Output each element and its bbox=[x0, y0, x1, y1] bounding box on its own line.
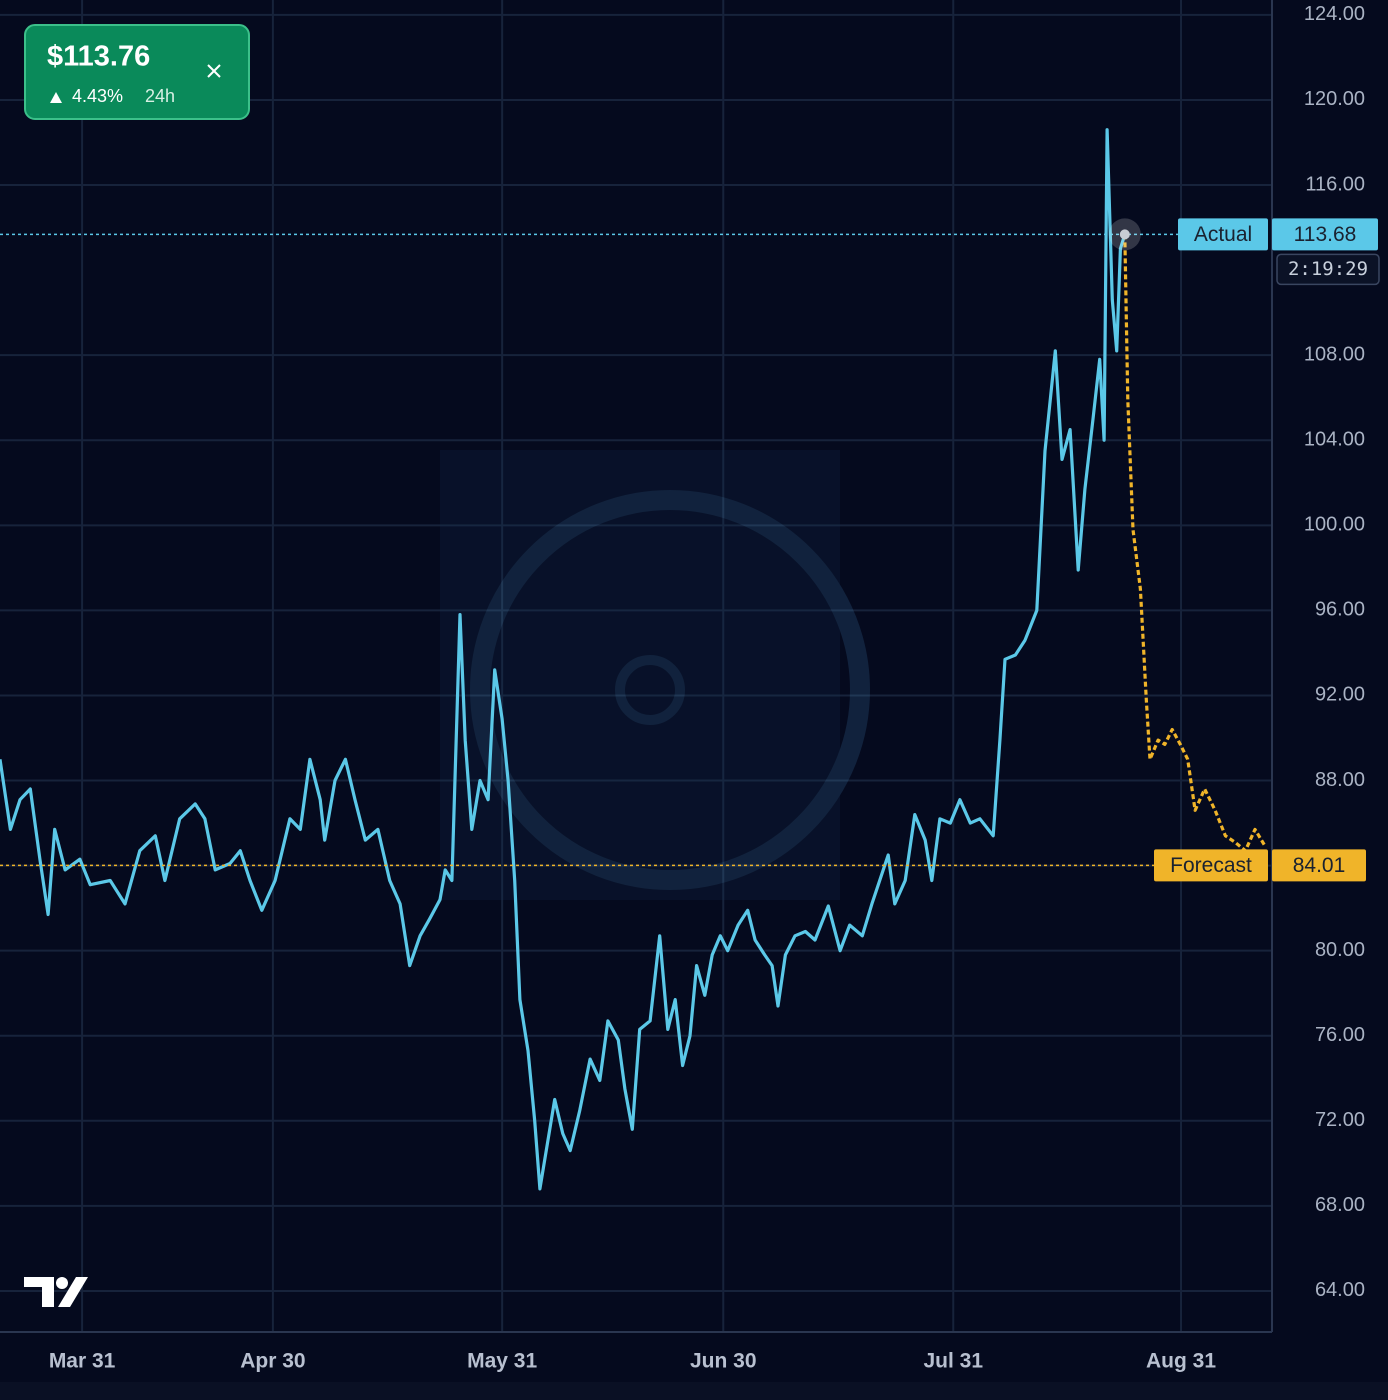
x-tick-label: Aug 31 bbox=[1146, 1350, 1216, 1373]
y-tick-label: 120.00 bbox=[1304, 88, 1365, 110]
tradingview-logo bbox=[24, 1277, 88, 1307]
y-tick-label: 100.00 bbox=[1304, 514, 1365, 536]
y-tick-label: 104.00 bbox=[1304, 429, 1365, 451]
change: 4.43% bbox=[72, 86, 123, 106]
y-tick-label: 76.00 bbox=[1315, 1024, 1365, 1046]
up-arrow bbox=[50, 92, 62, 103]
y-tick-label: 108.00 bbox=[1304, 343, 1365, 365]
marker-name: Actual bbox=[1194, 223, 1252, 246]
bottom-bar bbox=[0, 1382, 1388, 1400]
countdown: 2:19:29 bbox=[1288, 258, 1368, 280]
y-tick-label: 64.00 bbox=[1315, 1279, 1365, 1301]
y-tick-label: 116.00 bbox=[1305, 173, 1365, 195]
watermark bbox=[440, 450, 870, 900]
y-tick-label: 80.00 bbox=[1315, 939, 1365, 961]
marker-value-bg bbox=[1272, 849, 1366, 882]
y-tick-label: 92.00 bbox=[1315, 684, 1365, 706]
marker-value: 113.68 bbox=[1294, 223, 1357, 246]
marker-value-bg bbox=[1272, 218, 1378, 251]
plot bbox=[0, 128, 1267, 1191]
close-button[interactable] bbox=[207, 64, 221, 78]
x-tick-label: Mar 31 bbox=[49, 1350, 116, 1373]
y-tick-label: 68.00 bbox=[1315, 1194, 1365, 1216]
y-tick-label: 88.00 bbox=[1315, 769, 1365, 791]
x-tick-label: Jun 30 bbox=[690, 1350, 757, 1373]
last-point bbox=[1119, 229, 1130, 240]
badge-bg bbox=[24, 24, 250, 120]
marker-name-bg bbox=[1154, 849, 1268, 882]
x-tick-label: Jul 31 bbox=[923, 1350, 983, 1373]
price-line bbox=[1123, 234, 1267, 853]
marker-name-bg bbox=[1178, 218, 1268, 251]
marker-name: Forecast bbox=[1170, 854, 1252, 877]
y-tick-label: 124.00 bbox=[1304, 3, 1365, 25]
y-tick-label: 72.00 bbox=[1315, 1109, 1365, 1131]
price-line bbox=[0, 128, 1127, 1191]
x-tick-label: Apr 30 bbox=[240, 1350, 305, 1373]
x-tick-label: May 31 bbox=[467, 1350, 537, 1373]
marker-value: 84.01 bbox=[1293, 854, 1346, 877]
period: 24h bbox=[145, 86, 175, 106]
y-tick-label: 96.00 bbox=[1315, 599, 1365, 621]
price-badge: $113.76 4.43% 24h bbox=[24, 24, 250, 120]
price: $113.76 bbox=[47, 41, 150, 73]
countdown-bg bbox=[1276, 253, 1380, 286]
